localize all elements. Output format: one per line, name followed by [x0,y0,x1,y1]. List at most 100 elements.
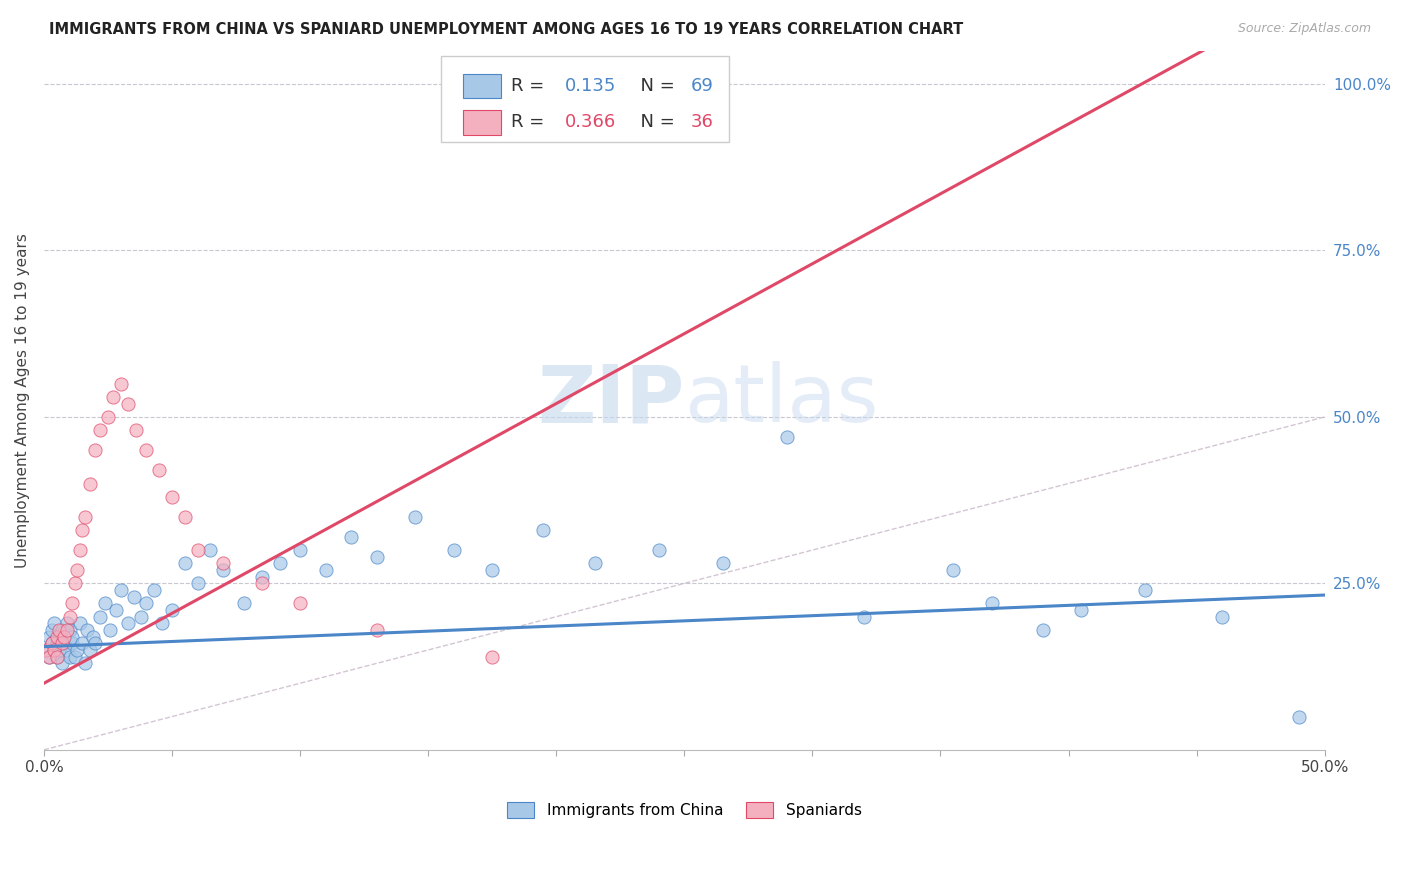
Point [41,636,63,650]
Point [288,543,311,558]
Point [125,423,148,437]
Legend: Immigrants from China, Spaniards: Immigrants from China, Spaniards [501,796,868,824]
Point [150,616,173,631]
Text: N =: N = [630,77,681,95]
Point [58,623,80,637]
Point [187,543,209,558]
Point [79,643,101,657]
Point [404,509,426,524]
Point [212,557,235,571]
Point [481,649,503,664]
Point [89,423,111,437]
Point [69,616,91,631]
Point [269,557,291,571]
Point [38,649,60,664]
Y-axis label: Unemployment Among Ages 16 to 19 years: Unemployment Among Ages 16 to 19 years [15,233,30,567]
Point [110,376,132,391]
Point [56,616,79,631]
Point [583,557,606,571]
Point [41,636,63,650]
Point [1135,582,1157,597]
Point [44,643,66,657]
Point [58,649,80,664]
Point [82,630,104,644]
Point [63,649,86,664]
Point [73,657,96,671]
Point [51,657,73,671]
Point [51,623,73,637]
Point [1288,709,1310,723]
Text: 36: 36 [690,113,714,131]
Point [53,630,76,644]
Point [73,509,96,524]
Point [101,390,124,404]
Point [84,443,107,458]
Point [1032,623,1054,637]
Point [51,636,73,650]
Point [187,576,209,591]
Point [1211,609,1233,624]
Point [117,616,139,631]
Text: IMMIGRANTS FROM CHINA VS SPANIARD UNEMPLOYMENT AMONG AGES 16 TO 19 YEARS CORRELA: IMMIGRANTS FROM CHINA VS SPANIARD UNEMPL… [49,22,963,37]
Point [173,557,195,571]
Point [38,630,60,644]
Point [129,609,152,624]
Point [135,596,157,610]
Point [60,636,83,650]
Point [72,636,94,650]
Point [1070,603,1092,617]
Point [60,630,83,644]
FancyBboxPatch shape [463,74,501,98]
Text: R =: R = [512,113,550,131]
Point [699,110,721,124]
Point [481,563,503,577]
Point [41,623,63,637]
FancyBboxPatch shape [463,110,501,135]
Point [148,463,170,477]
Point [366,623,388,637]
Point [94,596,117,610]
Point [58,609,80,624]
Text: Source: ZipAtlas.com: Source: ZipAtlas.com [1237,22,1371,36]
Point [443,543,465,558]
Point [63,576,86,591]
Point [122,590,145,604]
Point [942,563,965,577]
Point [288,596,311,610]
Point [340,530,363,544]
Text: 0.135: 0.135 [565,77,617,95]
Point [212,563,235,577]
Point [72,523,94,537]
Point [48,630,70,644]
Point [76,623,98,637]
Point [711,557,734,571]
Point [531,523,554,537]
Point [110,582,132,597]
Point [104,603,127,617]
Point [48,623,70,637]
Point [366,549,388,564]
Text: R =: R = [512,77,550,95]
Point [647,543,669,558]
Point [84,636,107,650]
Point [97,409,120,424]
Point [56,643,79,657]
Point [200,543,222,558]
Point [66,643,89,657]
Point [852,609,875,624]
Point [79,476,101,491]
Point [53,636,76,650]
Text: 0.366: 0.366 [565,113,616,131]
Point [135,443,157,458]
Point [980,596,1002,610]
Point [143,582,166,597]
Point [117,396,139,410]
Point [44,643,66,657]
Point [53,630,76,644]
Point [250,576,273,591]
Text: atlas: atlas [685,361,879,439]
Point [232,596,254,610]
Point [250,570,273,584]
Point [56,623,79,637]
Point [35,643,58,657]
